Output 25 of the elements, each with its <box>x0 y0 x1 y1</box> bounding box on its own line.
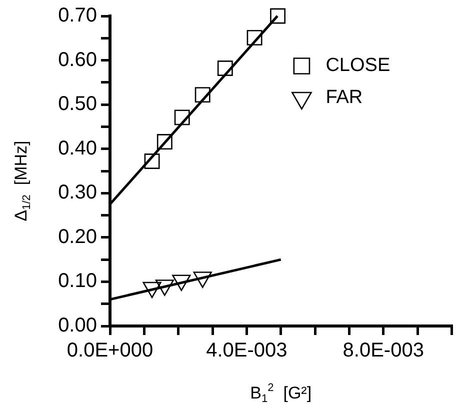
point <box>174 110 190 126</box>
point <box>172 274 191 292</box>
y-tick-label: 0.00 <box>58 314 97 337</box>
point <box>270 8 286 24</box>
x-tick-label: 8.0E-003 <box>342 340 424 362</box>
legend-label: CLOSE <box>326 55 390 76</box>
y-tick-label: 0.50 <box>58 93 97 116</box>
y-tick-label: 0.40 <box>58 137 97 160</box>
point <box>156 134 172 150</box>
point <box>144 154 160 169</box>
point <box>217 60 233 76</box>
y-axis-title: Δ1/2 [MHz] <box>12 140 34 222</box>
point <box>142 282 162 298</box>
y-tick-label: 0.60 <box>58 48 97 71</box>
y-tick-label: 0.20 <box>58 226 97 248</box>
point <box>194 87 210 103</box>
legend-label: FAR <box>326 87 363 108</box>
point <box>155 280 174 296</box>
x-tick-label: 0.0E+000 <box>66 340 154 362</box>
point <box>246 30 262 46</box>
y-tick-label: 0.10 <box>58 270 97 292</box>
x-tick-label: 4.0E-003 <box>206 340 288 362</box>
point <box>193 272 212 288</box>
y-tick-label: 0.30 <box>58 182 97 204</box>
y-tick-label: 0.70 <box>58 4 97 27</box>
